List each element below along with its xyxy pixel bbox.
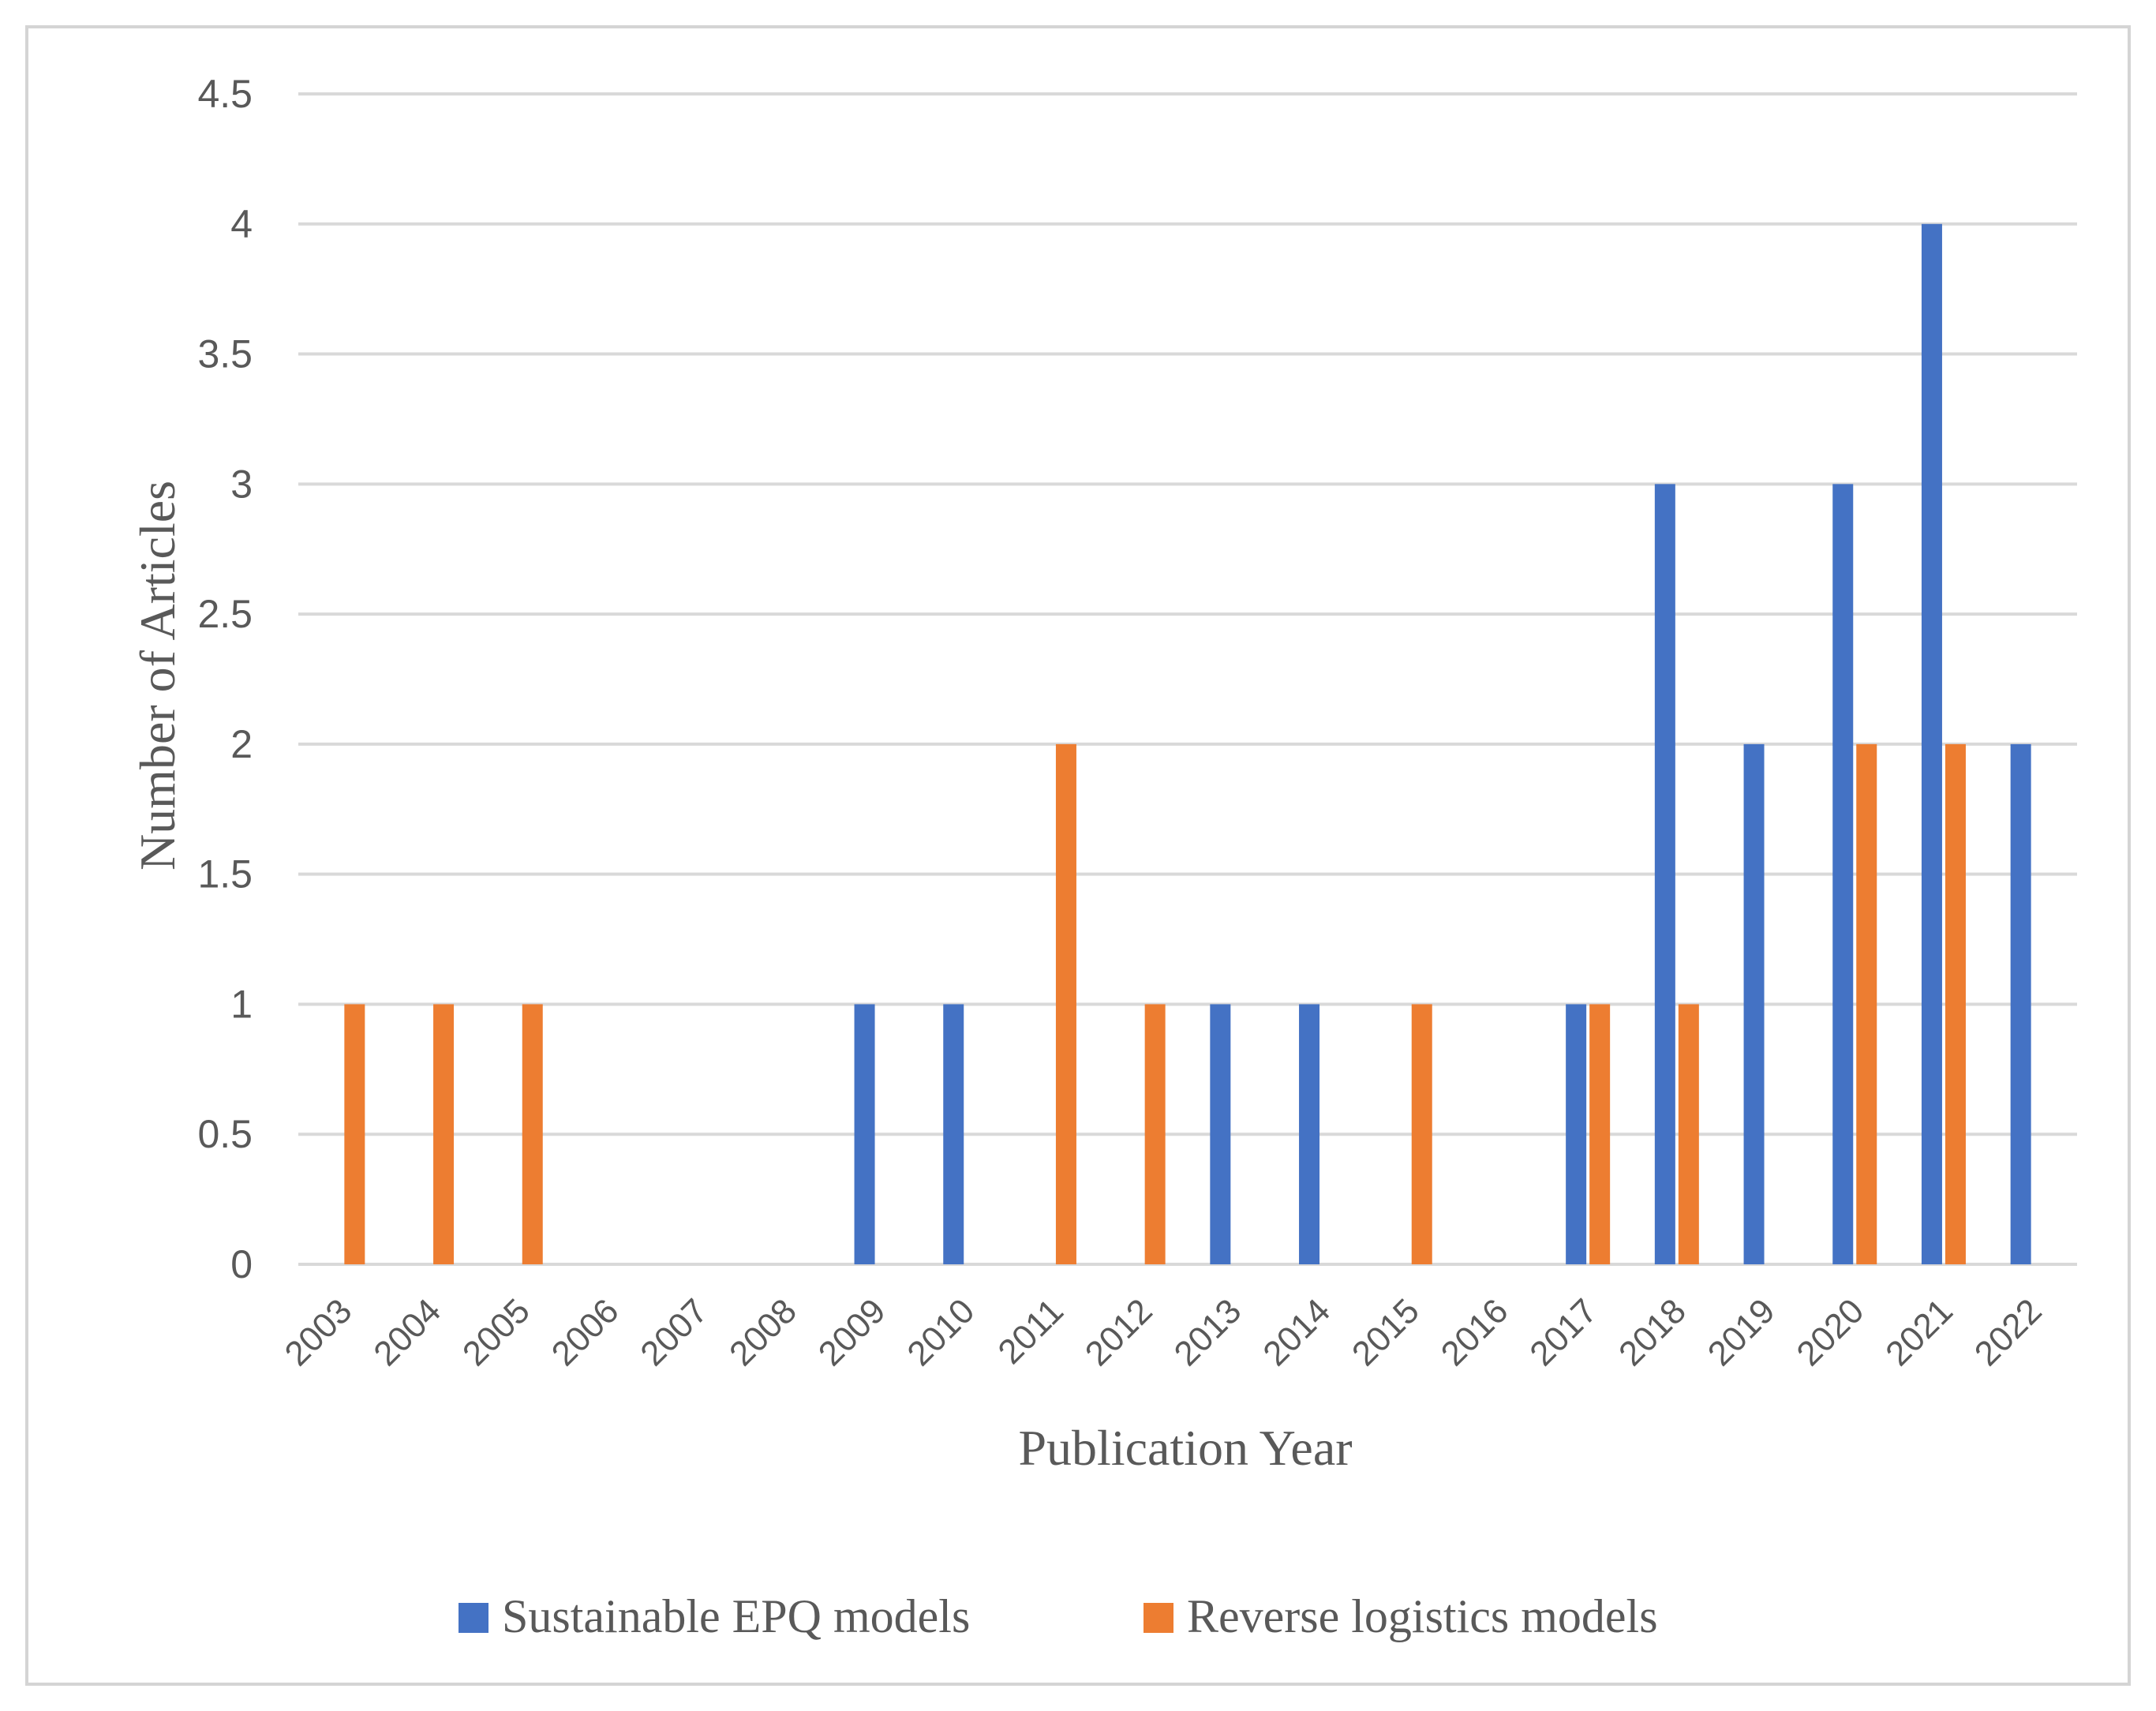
x-tick-label: 2021 <box>1878 1291 1960 1373</box>
x-tick-label: 2022 <box>1967 1291 2049 1373</box>
bar-reverse-logistics-2020 <box>1856 743 1877 1264</box>
x-tick-label: 2019 <box>1701 1291 1783 1373</box>
gridlines <box>298 92 2077 1266</box>
y-tick-label: 4 <box>230 202 253 246</box>
y-axis-ticks: 0 0.5 1 1.5 2 2.5 3 3.5 4 4.5 <box>197 72 253 1286</box>
bar-chart: 00.511.522.533.544.5 2003 2004 2005 2006 200… <box>129 72 2077 1642</box>
bar-reverse-logistics-2015 <box>1411 1004 1432 1264</box>
bar-sustainable-epq-2022 <box>2010 743 2031 1264</box>
bar-sustainable-epq-2019 <box>1743 743 1765 1264</box>
legend: Sustainable EPQ models Reverse logistics … <box>459 1590 1658 1642</box>
bar-sustainable-epq-2014 <box>1299 1004 1320 1264</box>
bar-reverse-logistics-2012 <box>1144 1004 1166 1264</box>
x-tick-label: 2013 <box>1167 1291 1249 1373</box>
bar-reverse-logistics-2004 <box>433 1004 455 1264</box>
x-tick-label: 2014 <box>1256 1291 1338 1373</box>
legend-label: Reverse logistics models <box>1187 1590 1658 1642</box>
bar-sustainable-epq-2018 <box>1654 484 1675 1264</box>
y-tick-label: 1 <box>230 982 253 1026</box>
bar-reverse-logistics-2017 <box>1589 1004 1611 1264</box>
bar-reverse-logistics-2011 <box>1055 743 1076 1264</box>
y-tick-label: 2.5 <box>197 592 253 636</box>
y-tick-label: 3 <box>230 462 253 506</box>
bar-sustainable-epq-2020 <box>1832 484 1854 1264</box>
bars <box>344 223 2031 1264</box>
x-axis-title: Publication Year <box>1018 1420 1352 1476</box>
x-tick-label: 2009 <box>811 1291 893 1373</box>
x-tick-label: 2020 <box>1789 1291 1871 1373</box>
bar-sustainable-epq-2013 <box>1210 1004 1231 1264</box>
bar-sustainable-epq-2021 <box>1921 223 1942 1264</box>
x-tick-label: 2018 <box>1611 1291 1694 1373</box>
bar-reverse-logistics-2003 <box>344 1004 365 1264</box>
y-tick-label: 1.5 <box>197 852 253 897</box>
x-tick-label: 2003 <box>278 1291 360 1373</box>
y-axis-title: Number of Articles <box>129 481 185 870</box>
x-tick-label: 2005 <box>455 1291 537 1373</box>
x-tick-label: 2015 <box>1345 1291 1427 1373</box>
legend-swatch <box>459 1603 488 1633</box>
bar-reverse-logistics-2021 <box>1945 743 1966 1264</box>
x-tick-label: 2004 <box>366 1291 448 1373</box>
x-tick-label: 2016 <box>1434 1291 1516 1373</box>
y-tick-label: 4.5 <box>197 72 253 116</box>
x-tick-label: 2010 <box>900 1291 982 1373</box>
x-tick-label: 2011 <box>990 1291 1071 1372</box>
bar-reverse-logistics-2005 <box>522 1004 543 1264</box>
x-tick-label: 2012 <box>1078 1291 1160 1373</box>
x-axis-ticks: 2003 2004 2005 2006 2007 2008 2009 2010 2011 2012… <box>278 1291 2049 1373</box>
bar-sustainable-epq-2017 <box>1566 1004 1587 1264</box>
x-tick-label: 2007 <box>633 1291 715 1373</box>
chart-frame: 0 0.5 1 1.5 2 2.5 3 3.5 4 4.5 2003 2004 2005 2006 200… <box>25 25 2131 1686</box>
y-tick-label: 0 <box>230 1242 253 1286</box>
legend-label: Sustainable EPQ models <box>502 1590 970 1642</box>
x-tick-label: 2017 <box>1522 1291 1604 1373</box>
bar-sustainable-epq-2010 <box>943 1004 964 1264</box>
y-tick-label: 3.5 <box>197 332 253 376</box>
bar-sustainable-epq-2009 <box>854 1004 875 1264</box>
y-tick-label: 2 <box>230 722 253 766</box>
y-tick-label: 0.5 <box>197 1112 253 1156</box>
x-tick-label: 2006 <box>545 1291 627 1373</box>
x-tick-label: 2008 <box>722 1291 804 1373</box>
bar-reverse-logistics-2018 <box>1678 1004 1699 1264</box>
legend-swatch <box>1144 1603 1173 1633</box>
